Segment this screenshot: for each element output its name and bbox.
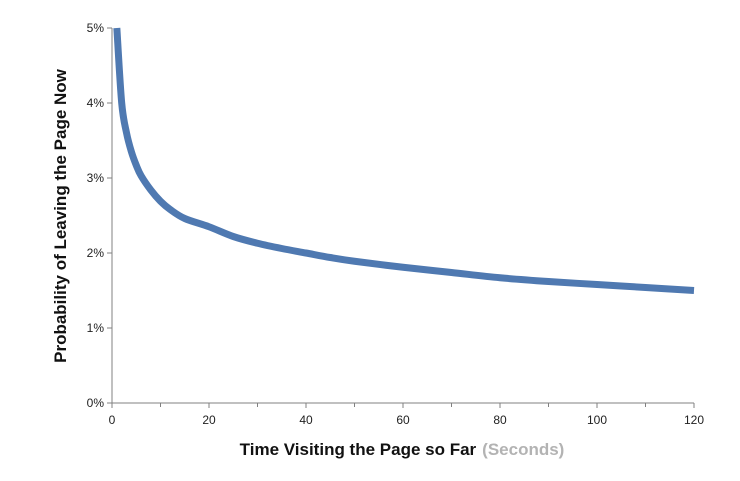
x-axis-title: Time Visiting the Page so Far [240,440,477,459]
x-tick-label: 20 [202,413,216,427]
x-tick-label: 40 [299,413,313,427]
y-tick-label: 0% [87,396,105,410]
y-tick-label: 4% [87,96,105,110]
x-tick-label: 80 [493,413,507,427]
y-tick-label: 3% [87,171,105,185]
y-tick-label: 5% [87,21,105,35]
series-layer [113,27,695,294]
series-line [113,27,695,294]
x-tick-label: 100 [587,413,607,427]
y-axis-ticks: 0% 1% 2% 3% 4% 5% [87,21,112,410]
x-axis-ticks: 0 20 40 60 80 100 120 [109,403,704,427]
y-tick-label: 2% [87,246,105,260]
x-tick-label: 120 [684,413,704,427]
y-tick-label: 1% [87,321,105,335]
y-axis-title: Probability of Leaving the Page Now [51,68,70,363]
x-tick-label: 60 [396,413,410,427]
x-axis-title-group: Time Visiting the Page so Far (Seconds) [240,440,565,459]
x-axis-title-unit: (Seconds) [482,440,564,459]
x-tick-label: 0 [109,413,116,427]
